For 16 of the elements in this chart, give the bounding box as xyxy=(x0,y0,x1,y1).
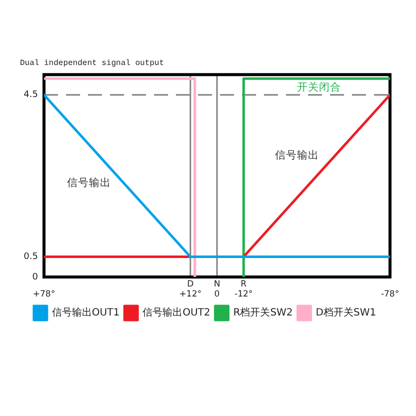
annotation: 信号输出 xyxy=(274,148,319,162)
x-tick-label: +78° xyxy=(32,290,56,300)
y-tick-label: 0 xyxy=(32,272,38,282)
chart-title: Dual independent signal output xyxy=(20,58,164,68)
legend-label: 信号输出OUT1 xyxy=(52,306,120,319)
x-tick-label: N 0 xyxy=(214,279,220,300)
legend-label: R档开关SW2 xyxy=(233,306,293,319)
x-tick-label: R -12° xyxy=(234,279,253,300)
x-tick-label: -78° xyxy=(380,290,400,300)
y-tick-label: 4.5 xyxy=(24,90,38,100)
legend-label: D档开关SW1 xyxy=(316,306,376,319)
annotation: 开关闭合 xyxy=(297,80,342,94)
x-tick-label: D +12° xyxy=(179,279,202,300)
y-tick-label: 0.5 xyxy=(24,252,38,262)
legend-label: 信号输出OUT2 xyxy=(142,306,210,319)
annotation: 信号输出 xyxy=(66,176,111,189)
